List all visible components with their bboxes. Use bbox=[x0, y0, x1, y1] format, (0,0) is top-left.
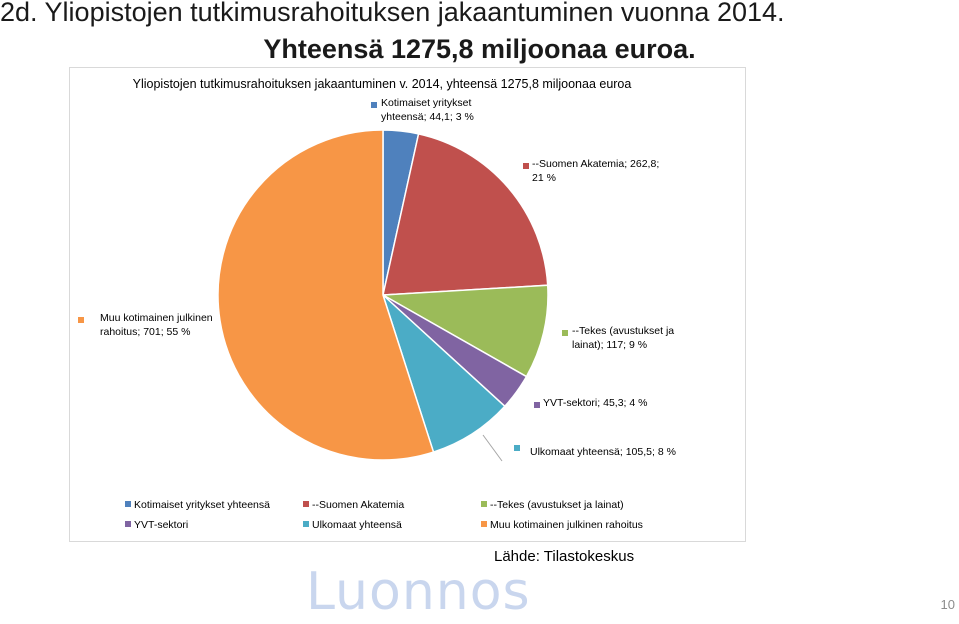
legend-item-muu-kotimainen-julkinen-rahoitus: Muu kotimainen julkinen rahoitus bbox=[490, 519, 643, 531]
chart-title: Yliopistojen tutkimusrahoituksen jakaant… bbox=[133, 77, 632, 91]
data-label-marker bbox=[371, 102, 377, 108]
legend-item-suomen-akatemia: --Suomen Akatemia bbox=[312, 499, 404, 511]
slide-title: 2d. Yliopistojen tutkimusrahoituksen jak… bbox=[0, 0, 785, 27]
data-label-muu-kotimainen-julkinen-rahoitus: Muu kotimainen julkinen rahoitus; 701; 55… bbox=[100, 312, 213, 338]
legend-item-tekes-avustukset-ja-lainat: --Tekes (avustukset ja lainat) bbox=[490, 499, 624, 511]
data-label-kotimaiset-yritykset-yhteens: Kotimaiset yritykset yhteensä; 44,1; 3 % bbox=[381, 97, 474, 123]
legend-swatch bbox=[481, 501, 487, 507]
pie-slice-ulkomaat-yhteens bbox=[381, 292, 506, 454]
data-label-marker bbox=[534, 402, 540, 408]
chart-canvas: Yliopistojen tutkimusrahoituksen jakaant… bbox=[78, 77, 676, 531]
legend-item-kotimaiset-yritykset-yhteens: Kotimaiset yritykset yhteensä bbox=[134, 499, 270, 511]
legend-swatch bbox=[481, 521, 487, 527]
pie-slice-tekes-avustukset-ja-lainat bbox=[380, 284, 549, 378]
source-note: Lähde: Tilastokeskus bbox=[494, 548, 635, 565]
page-number: 10 bbox=[940, 597, 955, 612]
data-label-tekes-avustukset-ja-lainat: --Tekes (avustukset ja lainat); 117; 9 % bbox=[572, 325, 674, 351]
leader-line-ulkomaat bbox=[482, 434, 503, 462]
data-label-marker bbox=[562, 330, 568, 336]
data-label-yvt-sektori: YVT-sektori; 45,3; 4 % bbox=[543, 397, 647, 409]
data-label-marker bbox=[514, 445, 520, 451]
legend-item-ulkomaat-yhteens: Ulkomaat yhteensä bbox=[312, 519, 402, 531]
data-label-suomen-akatemia: --Suomen Akatemia; 262,8; 21 % bbox=[532, 158, 659, 184]
legend-swatch bbox=[125, 521, 131, 527]
draft-watermark: Luonnos bbox=[306, 562, 531, 622]
data-label-marker bbox=[78, 317, 84, 323]
data-label-marker bbox=[523, 163, 529, 169]
data-label-ulkomaat-yhteens: Ulkomaat yhteensä; 105,5; 8 % bbox=[530, 446, 676, 458]
legend-swatch bbox=[125, 501, 131, 507]
leader-lines bbox=[482, 434, 503, 462]
pie-slices bbox=[217, 129, 549, 461]
pie-slice-muu-kotimainen-julkinen-rahoitus bbox=[217, 129, 435, 461]
data-labels: Kotimaiset yritykset yhteensä; 44,1; 3 % -… bbox=[78, 97, 676, 458]
slide-subtitle: Yhteensä 1275,8 miljoonaa euroa. bbox=[263, 34, 696, 64]
pie-chart: Yliopistojen tutkimusrahoituksen jakaant… bbox=[69, 67, 746, 542]
legend-item-yvt-sektori: YVT-sektori bbox=[134, 519, 188, 531]
legend-swatch bbox=[303, 521, 309, 527]
chart-legend: Kotimaiset yritykset yhteensä --Suomen Ak… bbox=[125, 499, 643, 531]
pie-slice-suomen-akatemia bbox=[382, 132, 549, 296]
legend-swatch bbox=[303, 501, 309, 507]
